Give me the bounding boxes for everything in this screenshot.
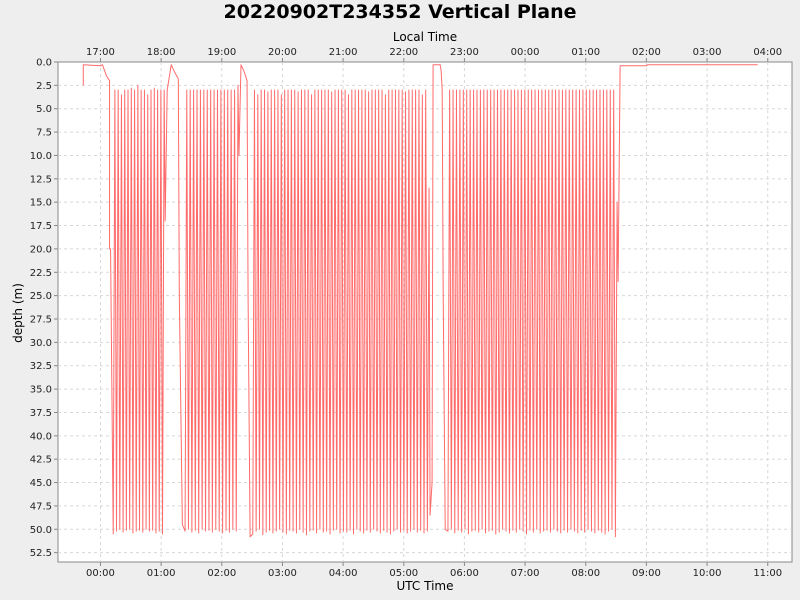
x2-tick-label: 02:00 bbox=[632, 47, 661, 58]
x-tick-label: 04:00 bbox=[329, 568, 358, 579]
x-axis-utc: 00:00 01:00 02:00 03:00 04:00 05:00 06:00 07:00… bbox=[86, 562, 782, 579]
x2-axis-label: Local Time bbox=[393, 30, 457, 44]
y-tick-label: 45.0 bbox=[30, 478, 52, 489]
x-tick-label: 02:00 bbox=[207, 568, 236, 579]
x-tick-label: 08:00 bbox=[571, 568, 600, 579]
y-tick-label: 25.0 bbox=[30, 291, 52, 302]
y-tick-label: 17.5 bbox=[30, 221, 52, 232]
x2-tick-label: 03:00 bbox=[693, 47, 722, 58]
x-tick-label: 03:00 bbox=[268, 568, 297, 579]
y-tick-label: 35.0 bbox=[30, 385, 52, 396]
y-tick-label: 22.5 bbox=[30, 268, 52, 279]
x2-tick-label: 00:00 bbox=[511, 47, 540, 58]
y-tick-label: 47.5 bbox=[30, 501, 52, 512]
x2-tick-label: 19:00 bbox=[207, 47, 236, 58]
x-tick-label: 11:00 bbox=[753, 568, 782, 579]
x-tick-label: 07:00 bbox=[511, 568, 540, 579]
x-tick-label: 06:00 bbox=[450, 568, 479, 579]
y-tick-label: 10.0 bbox=[30, 151, 52, 162]
y-tick-label: 12.5 bbox=[30, 174, 52, 185]
y-tick-label: 27.5 bbox=[30, 315, 52, 326]
x2-tick-label: 04:00 bbox=[753, 47, 782, 58]
y-tick-label: 2.5 bbox=[36, 81, 52, 92]
x-axis-local: 17:00 18:00 19:00 20:00 21:00 22:00 23:00 00:00… bbox=[86, 47, 782, 62]
y-tick-label: 30.0 bbox=[30, 338, 52, 349]
y-tick-label: 5.0 bbox=[36, 104, 52, 115]
y-tick-label: 15.0 bbox=[30, 198, 52, 209]
x2-tick-label: 21:00 bbox=[329, 47, 358, 58]
series-layer bbox=[82, 64, 758, 538]
x2-tick-label: 20:00 bbox=[268, 47, 297, 58]
x2-tick-label: 23:00 bbox=[450, 47, 479, 58]
x-tick-label: 05:00 bbox=[389, 568, 418, 579]
y-tick-label: 52.5 bbox=[30, 548, 52, 559]
x-axis-label: UTC Time bbox=[397, 579, 454, 593]
depth-series-line bbox=[82, 64, 758, 538]
y-axis: 0.0 2.5 5.0 7.5 10.0 12.5 15.0 17.5 20.0 22.5 25.0… bbox=[30, 58, 58, 559]
y-tick-label: 7.5 bbox=[36, 128, 52, 139]
y-tick-label: 20.0 bbox=[30, 244, 52, 255]
x-tick-label: 01:00 bbox=[147, 568, 176, 579]
y-tick-label: 0.0 bbox=[36, 58, 52, 69]
x2-tick-label: 17:00 bbox=[86, 47, 115, 58]
x2-tick-label: 22:00 bbox=[389, 47, 418, 58]
y-tick-label: 40.0 bbox=[30, 431, 52, 442]
x2-tick-label: 18:00 bbox=[147, 47, 176, 58]
x-tick-label: 10:00 bbox=[693, 568, 722, 579]
y-tick-label: 42.5 bbox=[30, 455, 52, 466]
chart-title: 20220902T234352 Vertical Plane bbox=[223, 1, 577, 23]
y-tick-label: 37.5 bbox=[30, 408, 52, 419]
y-axis-label: depth (m) bbox=[11, 283, 25, 343]
x-tick-label: 00:00 bbox=[86, 568, 115, 579]
y-tick-label: 50.0 bbox=[30, 525, 52, 536]
x-tick-label: 09:00 bbox=[632, 568, 661, 579]
y-tick-label: 32.5 bbox=[30, 361, 52, 372]
x2-tick-label: 01:00 bbox=[571, 47, 600, 58]
